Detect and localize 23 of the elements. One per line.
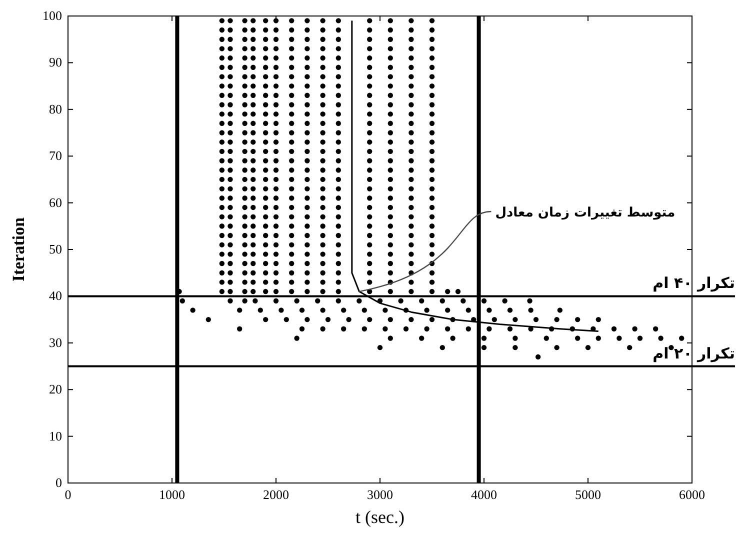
y-tick-label: 90 [49,54,62,70]
y-tick-label: 0 [56,475,62,490]
y-axis-title: Iteration [9,216,28,282]
x-tick-label: 3000 [367,487,393,502]
y-tick-label: 60 [49,194,62,210]
ref-line-label: تکرار ۴۰ ام [652,274,735,292]
y-tick-label: 70 [49,148,62,164]
x-tick-label: 0 [64,487,72,502]
x-tick-label: 4000 [471,487,497,502]
annotation: متوسط تغییرات زمان معادل [495,206,676,221]
x-tick-label: 5000 [575,487,601,502]
y-tick-label: 20 [49,382,62,397]
x-axis-title: t (sec.) [356,507,404,527]
y-tick-label: 100 [42,8,62,23]
x-tick-label: 1000 [159,487,185,502]
y-tick-label: 40 [49,288,62,304]
ref-line-label: تکرار ۲۰ ام [652,344,735,362]
y-tick-label: 50 [49,242,62,256]
y-tick-label: 80 [49,101,62,116]
y-tick-label: 10 [49,428,62,444]
x-tick-label: 2000 [263,487,289,502]
x-tick-label: 6000 [679,487,705,502]
y-tick-label: 30 [49,334,62,350]
